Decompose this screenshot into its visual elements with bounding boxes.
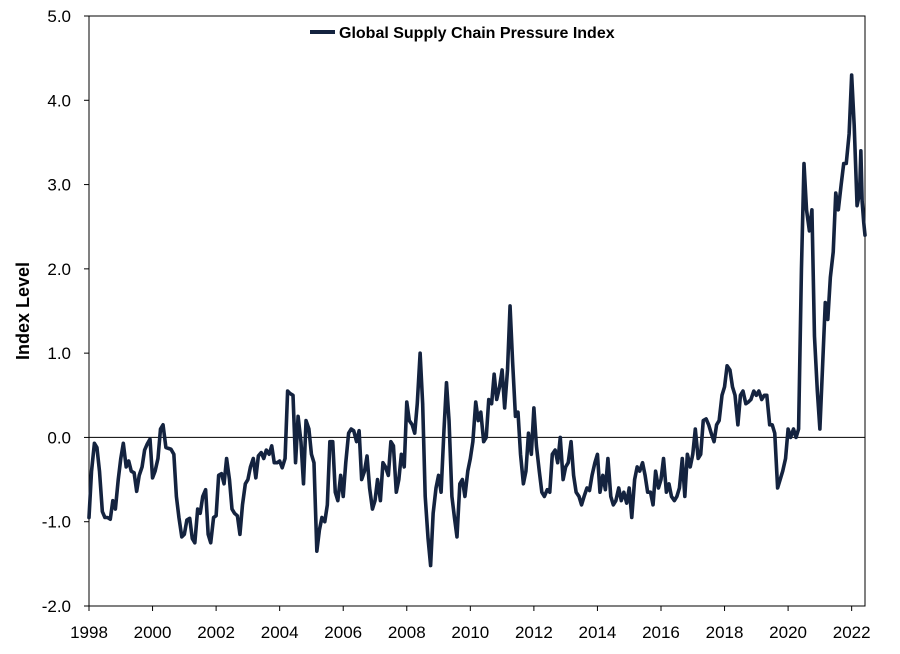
x-tick-label: 2022 bbox=[833, 623, 871, 642]
x-tick-label: 2016 bbox=[642, 623, 680, 642]
x-tick-label: 2002 bbox=[197, 623, 235, 642]
x-tick-label: 2012 bbox=[515, 623, 553, 642]
y-tick-label: 2.0 bbox=[47, 260, 71, 279]
x-tick-label: 2020 bbox=[769, 623, 807, 642]
y-tick-label: 4.0 bbox=[47, 91, 71, 110]
legend-label: Global Supply Chain Pressure Index bbox=[339, 25, 615, 42]
x-tick-label: 2000 bbox=[134, 623, 172, 642]
x-tick-label: 1998 bbox=[70, 623, 108, 642]
y-axis-label: Index Level bbox=[13, 262, 33, 360]
y-tick-labels: -2.0 -1.0 0.0 1.0 2.0 3.0 4.0 5.0 bbox=[42, 7, 71, 616]
x-tick-label: 2004 bbox=[261, 623, 299, 642]
y-tick-label: 5.0 bbox=[47, 7, 71, 26]
y-tick-label: 1.0 bbox=[47, 344, 71, 363]
x-tick-label: 2018 bbox=[706, 623, 744, 642]
x-tick-label: 2014 bbox=[579, 623, 617, 642]
axis-ticks bbox=[84, 15, 853, 611]
y-tick-label: 3.0 bbox=[47, 176, 71, 195]
x-tick-label: 2008 bbox=[388, 623, 426, 642]
y-tick-label: 0.0 bbox=[47, 428, 71, 447]
legend: Global Supply Chain Pressure Index bbox=[310, 25, 615, 42]
x-tick-label: 2010 bbox=[451, 623, 489, 642]
x-tick-labels: 1998 2000 2002 2004 2006 2008 2010 2012 2014 2016… bbox=[70, 623, 870, 642]
x-tick-label: 2006 bbox=[324, 623, 362, 642]
y-tick-label: -2.0 bbox=[42, 597, 71, 616]
series-line bbox=[87, 73, 867, 568]
y-tick-label: -1.0 bbox=[42, 513, 71, 532]
series-group bbox=[87, 73, 867, 568]
